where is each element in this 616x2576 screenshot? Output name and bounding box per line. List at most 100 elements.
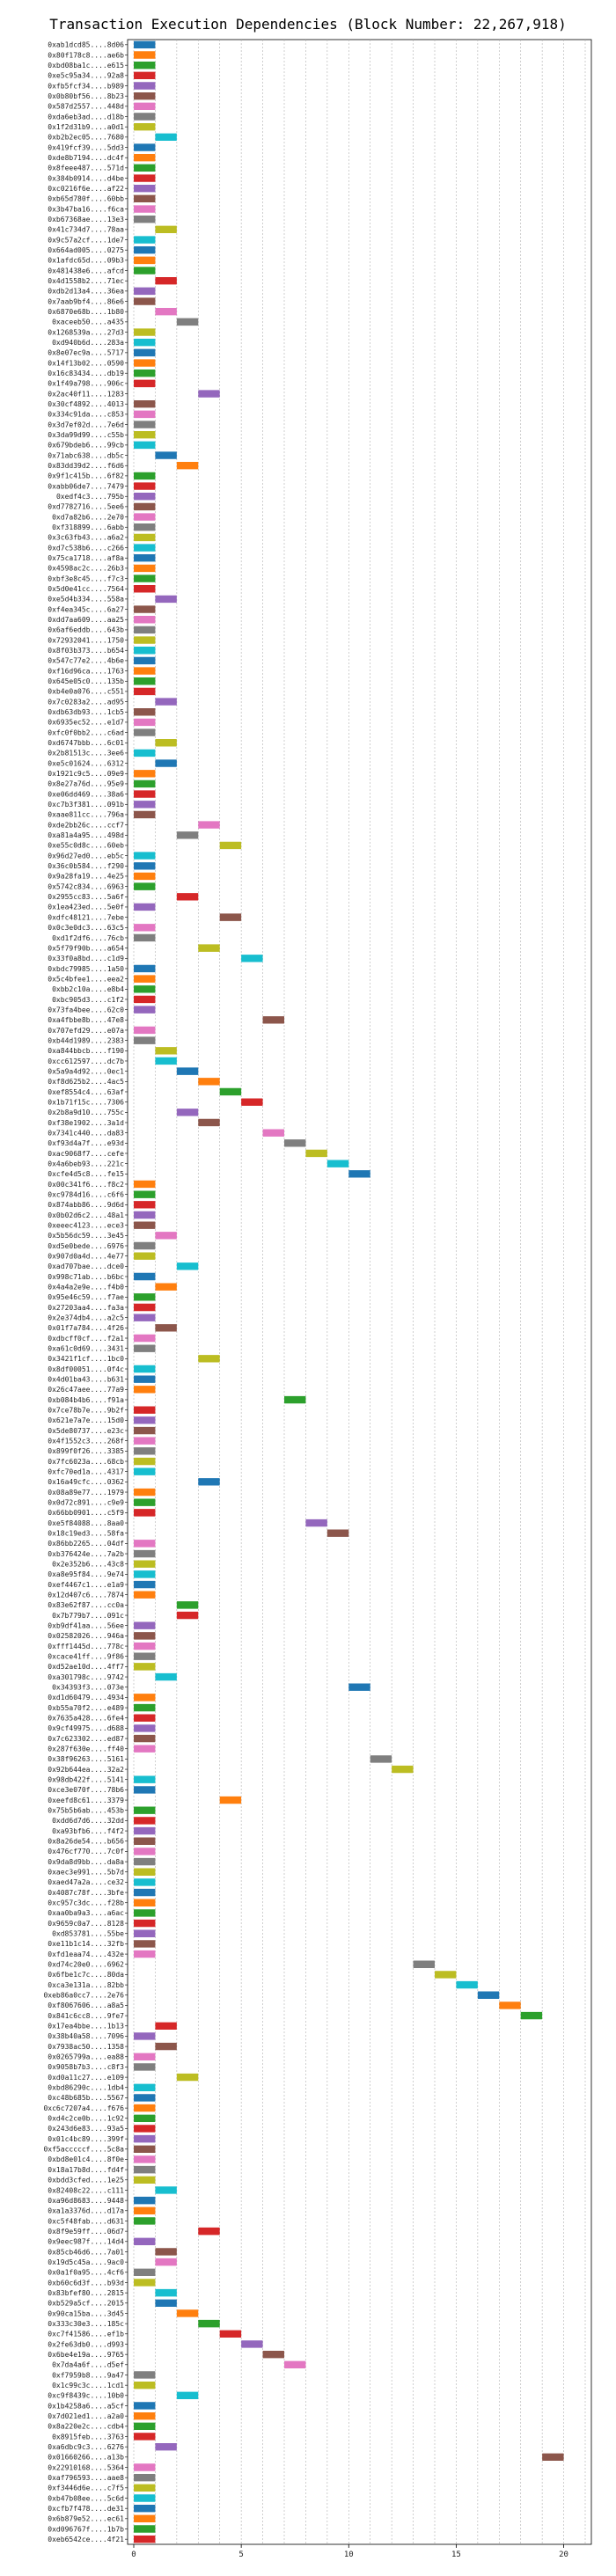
transaction-bar [241,955,263,962]
x-tick-label: 15 [451,2550,461,2559]
transaction-bar [134,2473,156,2482]
transaction-label: 0x8df00051....0f4c [48,1365,124,1373]
transaction-bar [134,585,156,593]
x-tick-label: 20 [559,2550,568,2559]
transaction-bar [134,1560,156,1568]
transaction-bar [370,1755,392,1763]
transaction-label: 0xcfe4d5c8....fe15 [48,1170,124,1178]
transaction-bar [134,370,156,377]
transaction-label: 0x18c19ed3....58fa [48,1529,124,1537]
transaction-bar [134,2083,156,2091]
transaction-label: 0x92b644ea....32a2 [48,1766,124,1774]
transaction-label: 0x664ad005....0275 [48,246,124,254]
transaction-label: 0xf16d96ca....1763 [48,667,124,675]
transaction-bar [134,882,156,890]
transaction-label: 0xeb86a0cc7....2e76 [43,1992,124,2000]
transaction-label: 0x679bdeb6....99cb [48,442,124,450]
transaction-label: 0x9cf49975....d688 [48,1724,124,1732]
transaction-bar [176,2073,199,2082]
transaction-bar [134,1724,156,1732]
transaction-bar [134,1221,156,1229]
transaction-bar [219,1087,242,1096]
transaction-bar [348,1170,370,1178]
transaction-label: 0x6935ec52....e1d7 [48,719,124,727]
transaction-bar [134,297,156,305]
transaction-bar [134,749,156,757]
transaction-bar [134,1509,156,1517]
transaction-label: 0x4a6beb93....221c [48,1160,124,1167]
transaction-label: 0x7aab9bf4....86e6 [48,297,124,305]
transaction-bar [134,1540,156,1548]
transaction-bar [155,2258,177,2266]
transaction-bar [134,1591,156,1599]
transaction-bar [134,2165,156,2174]
transaction-bar [134,1334,156,1343]
transaction-bar [176,2309,199,2317]
transaction-bar [134,2535,156,2543]
transaction-bar [155,2186,177,2194]
transaction-label: 0xf318899....6abb [52,523,124,531]
transaction-bar [134,1036,156,1044]
transaction-label: 0xaceeb50....a435 [52,318,124,326]
transaction-label: 0x0d72c891....c9e9 [48,1498,124,1506]
transaction-label: 0xd1f2df6....76cb [52,934,124,942]
transaction-label: 0x2ac40f11....1283 [48,390,124,398]
transaction-bar [134,153,156,162]
transaction-label: 0x5c4bfee1....eea2 [48,975,124,983]
transaction-label: 0xaed47a2a....ce32 [48,1878,124,1886]
transaction-label: 0xf4ea345c....6a27 [48,605,124,613]
transaction-label: 0x08a89e77....1979 [48,1489,124,1497]
transaction-bar [134,770,156,778]
transaction-label: 0xb65d780f....60bb [48,195,124,203]
transaction-label: 0x2e352b6....43c8 [52,1561,124,1569]
transaction-label: 0x6870e68b....1b80 [48,308,124,316]
transaction-bar [134,2053,156,2060]
transaction-label: 0xa8e95f84....9e74 [48,1570,124,1578]
transaction-label: 0x0c3e0dc3....63c5 [48,924,124,932]
transaction-label: 0x7635a428....6fe4 [48,1715,124,1723]
transaction-bar [134,687,156,696]
transaction-bar [134,2411,156,2420]
transaction-label: 0x5b56dc59....3e45 [48,1232,124,1240]
transaction-label: 0x4598ac2c....26b3 [48,565,124,573]
transaction-bar [155,276,177,285]
transaction-bar [134,656,156,665]
transaction-bar [134,1375,156,1383]
transaction-bar [198,390,220,398]
transaction-label: 0x83bfef80....2815 [48,2289,124,2297]
transaction-bar [134,2125,156,2133]
transaction-bar [155,2442,177,2451]
transaction-bar [134,544,156,552]
transaction-label: 0x8f9e59ff....06d7 [48,2228,124,2236]
transaction-label: 0x1921c9c5....09e9 [48,770,124,778]
transaction-bar [134,523,156,531]
transaction-bar [134,1272,156,1281]
transaction-label: 0xa61c0d69....3431 [48,1344,124,1352]
transaction-label: 0x7b779b7....091c [52,1612,124,1620]
transaction-bar [155,2299,177,2308]
transaction-label: 0x7ce78b7e....9b2f [48,1406,124,1414]
transaction-label: 0x1f49a798....906c [48,380,124,388]
transaction-label: 0x998c71ab....b6bc [48,1273,124,1281]
transaction-bar [134,513,156,521]
transaction-label: 0xf3446d6e....c7f5 [48,2485,124,2492]
transaction-bar [134,801,156,809]
transaction-bar [134,1580,156,1589]
transaction-label: 0x83e62f87....cc0a [48,1601,124,1609]
transaction-label: 0x621e7a7e....15d0 [48,1416,124,1424]
transaction-label: 0x90ca15ba....3d45 [48,2309,124,2317]
transaction-label: 0xe5f84088....8aa0 [48,1519,124,1527]
transaction-label: 0x14f13b02....0590 [48,359,124,367]
transaction-label: 0xca3e131a....82bb [48,1981,124,1989]
transaction-label: 0xb529a5cf....2015 [48,2300,124,2308]
transaction-label: 0x907d0a4d....4e77 [48,1252,124,1260]
transaction-bar [155,2042,177,2051]
transaction-bar [134,667,156,675]
transaction-bar [134,2463,156,2471]
transaction-label: 0x645e05c0....135b [48,677,124,685]
transaction-label: 0x6fbe1c7c....80da [48,1971,124,1979]
transaction-bar [134,1919,156,1928]
transaction-label: 0x5d0e41cc....7564 [48,585,124,593]
transaction-label: 0x3da99d99....c55b [48,431,124,439]
transaction-bar [134,1252,156,1260]
